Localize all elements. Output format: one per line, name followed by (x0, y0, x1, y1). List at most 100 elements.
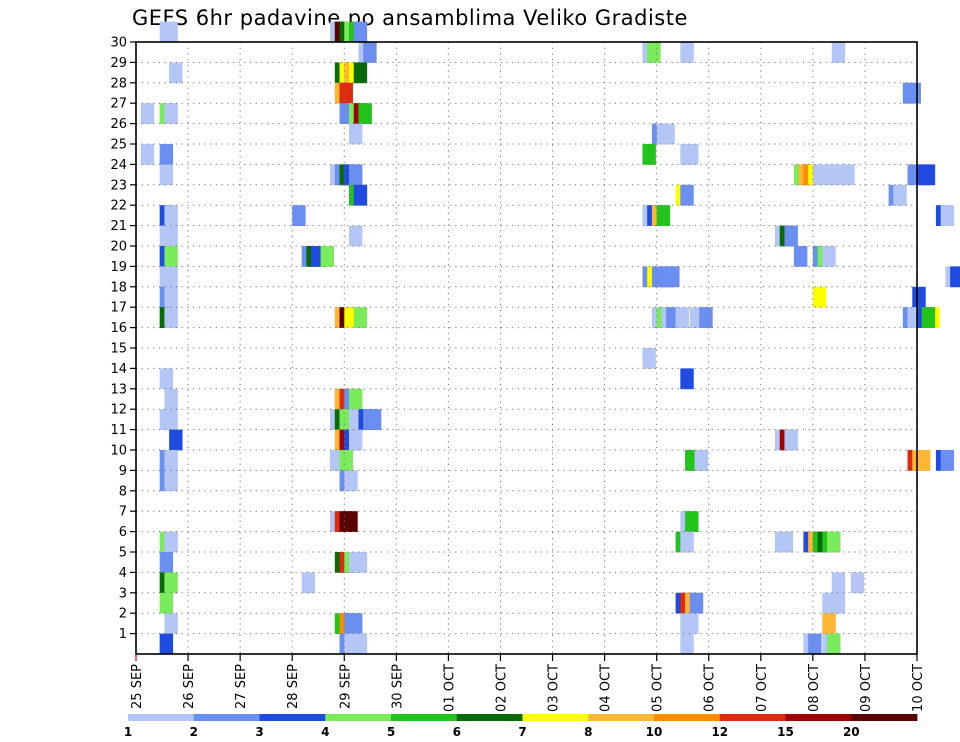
heatmap-cell (642, 348, 656, 369)
y-tick-label: 5 (119, 546, 127, 561)
x-tick-label: 05 OCT (651, 664, 666, 712)
heatmap-cell (694, 450, 708, 471)
y-tick-label: 1 (119, 627, 127, 642)
heatmap-cell (950, 266, 960, 288)
heatmap-cell (339, 82, 353, 104)
heatmap-cell (907, 82, 921, 104)
heatmap-cell (827, 531, 841, 553)
heatmap-cell (358, 103, 372, 124)
x-tick-label: 04 OCT (599, 664, 614, 712)
y-tick-label: 18 (110, 280, 127, 295)
legend-swatch (391, 714, 458, 721)
heatmap-cell (140, 144, 155, 165)
x-tick-label: 01 OCT (442, 664, 457, 712)
heatmap-cell (164, 470, 178, 492)
legend-label: 12 (711, 725, 728, 739)
y-tick-label: 7 (119, 505, 127, 520)
heatmap-cell (353, 552, 368, 573)
legend-label: 6 (453, 725, 461, 739)
heatmap-cell (159, 592, 174, 614)
y-tick-label: 25 (110, 138, 127, 153)
x-tick-label: 28 SEP (286, 664, 301, 709)
heatmap-cell (159, 552, 174, 573)
heatmap-cell (921, 164, 936, 186)
x-tick-label: 06 OCT (703, 664, 718, 712)
heatmap-cell (164, 21, 178, 43)
y-tick-label: 2 (119, 607, 127, 622)
y-tick-label: 15 (110, 342, 127, 357)
y-tick-label: 9 (119, 464, 127, 479)
legend-label: 10 (646, 725, 663, 739)
y-tick-label: 19 (110, 260, 127, 275)
y-tick-label: 11 (110, 423, 127, 438)
legend-label: 3 (255, 725, 263, 739)
heatmap-cell (680, 368, 694, 390)
heatmap-cell (822, 613, 836, 634)
y-tick-label: 4 (119, 566, 127, 581)
x-tick-label: 30 SEP (390, 664, 405, 709)
y-tick-label: 24 (110, 158, 127, 173)
y-tick-label: 14 (110, 362, 127, 377)
heatmap-cell (661, 123, 675, 145)
y-tick-label: 13 (110, 382, 127, 397)
heatmap-cell (159, 144, 174, 165)
heatmap-cell (164, 388, 178, 410)
x-tick-label: 03 OCT (547, 664, 562, 712)
heatmap-cell (349, 613, 363, 634)
y-tick-label: 22 (110, 199, 127, 214)
y-tick-label: 29 (110, 56, 127, 71)
heatmap-cell (169, 62, 183, 84)
heatmap-cell (164, 613, 178, 634)
legend-label: 1 (124, 725, 132, 739)
heatmap-cell (159, 164, 174, 186)
legend-label: 15 (777, 725, 794, 739)
heatmap-cell (784, 225, 798, 247)
heatmap-cell (841, 164, 855, 186)
legend-label: 2 (190, 725, 198, 739)
heatmap-cell (320, 246, 335, 267)
grid-layer (136, 42, 917, 654)
heatmap-cell (164, 307, 178, 328)
legend-label: 7 (518, 725, 526, 739)
x-tick-label: 27 SEP (234, 664, 249, 709)
heatmap-cell (940, 450, 955, 471)
heatmap-cell (831, 592, 846, 614)
chart-title: GEFS 6hr padavine po ansamblima Veliko G… (132, 6, 688, 30)
heatmap-cell (292, 205, 306, 226)
heatmap-cell (812, 286, 827, 308)
heatmap-cell (301, 572, 316, 594)
heatmap-cell (784, 429, 798, 451)
heatmap-cell (699, 307, 713, 328)
legend-label: 8 (584, 725, 592, 739)
heatmap-cell (793, 246, 808, 267)
heatmap-cell (353, 21, 368, 43)
heatmap-cell (164, 205, 178, 226)
legend-swatch (654, 714, 721, 721)
heatmap-cell (689, 592, 704, 614)
legend-swatch (325, 714, 392, 721)
heatmap-cell (349, 225, 363, 247)
y-tick-label: 27 (110, 97, 127, 112)
heatmap-cell (831, 42, 846, 63)
heatmap-cell (349, 429, 363, 451)
y-tick-label: 23 (110, 178, 127, 193)
x-tick-label: 29 SEP (338, 664, 353, 709)
heatmap-cell (642, 144, 656, 165)
heatmap-cell (680, 531, 694, 553)
y-tick-label: 3 (119, 586, 127, 601)
legend-swatch (719, 714, 786, 721)
heatmap-cell (159, 633, 174, 655)
heatmap-cell (349, 164, 363, 186)
heatmap-cell (164, 450, 178, 471)
heatmap-cell (353, 62, 368, 84)
heatmap-cell (647, 42, 661, 63)
legend-label: 5 (387, 725, 395, 739)
y-tick-label: 10 (110, 444, 127, 459)
legend-swatch (785, 714, 852, 721)
legend-swatch (522, 714, 589, 721)
heatmap-cell (159, 368, 174, 390)
legend-swatch (588, 714, 655, 721)
heatmap-cell (140, 103, 155, 124)
legend-swatch (259, 714, 326, 721)
